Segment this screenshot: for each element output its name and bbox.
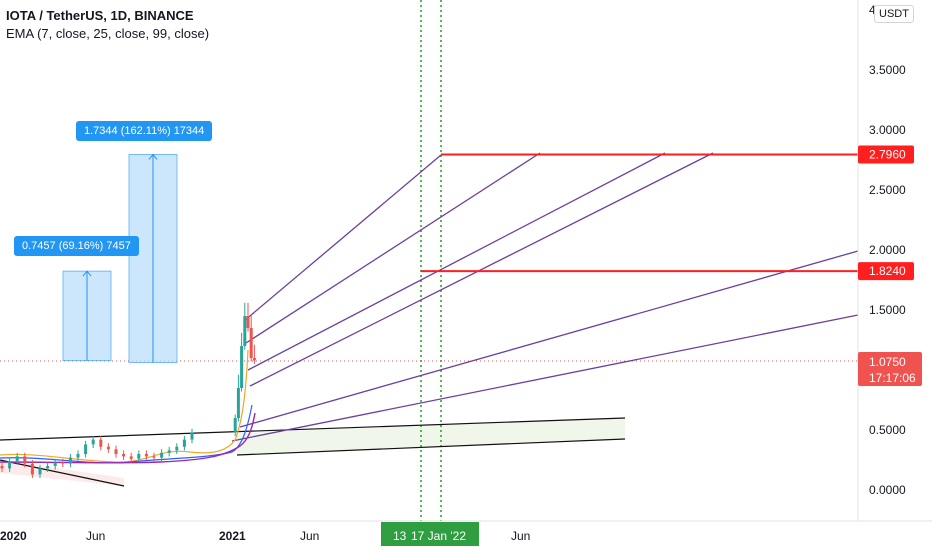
- measure-label-2: 1.7344 (162.11%) 17344: [76, 121, 213, 141]
- candle-body[interactable]: [91, 439, 95, 445]
- price-tag-high: 2.7960: [869, 147, 906, 161]
- date-highlight-fragment: 13: [393, 529, 407, 543]
- price-tick-label: 2.5000: [869, 183, 906, 197]
- candle-body[interactable]: [175, 446, 179, 451]
- time-tick-label: Jun: [300, 529, 319, 543]
- countdown-label: 17:17:06: [869, 371, 916, 385]
- candle-body[interactable]: [252, 358, 256, 361]
- candle-body[interactable]: [249, 328, 253, 358]
- candle-body[interactable]: [53, 462, 57, 466]
- price-tag-mid-bg: [858, 262, 914, 281]
- time-tick-label: 2020: [0, 529, 27, 543]
- candle-body[interactable]: [23, 456, 27, 464]
- trendline-down[interactable]: [0, 459, 125, 487]
- current-price-label: 1.0750: [869, 355, 906, 369]
- ema-99-line: [0, 412, 256, 464]
- candle-body[interactable]: [167, 450, 171, 453]
- candle-body[interactable]: [240, 346, 244, 388]
- candle-body[interactable]: [236, 388, 240, 418]
- candle-body[interactable]: [144, 454, 148, 457]
- candle-body[interactable]: [0, 466, 4, 469]
- fan-line-5[interactable]: [239, 250, 859, 428]
- candle-body[interactable]: [114, 449, 118, 454]
- fan-line-3[interactable]: [247, 152, 666, 371]
- price-tick-label: 3.5000: [869, 63, 906, 77]
- fan-line-6[interactable]: [231, 314, 859, 442]
- candle-body[interactable]: [106, 446, 110, 450]
- price-tag-high-bg: [858, 145, 914, 164]
- time-tick-label: Jun: [86, 529, 105, 543]
- candle-body[interactable]: [15, 456, 19, 462]
- candle-body[interactable]: [30, 463, 34, 475]
- date-highlight-bg: [381, 522, 479, 546]
- price-tick-label: 2.0000: [869, 243, 906, 257]
- candle-body[interactable]: [129, 456, 133, 459]
- trendline-upper[interactable]: [0, 417, 626, 441]
- candle-body[interactable]: [182, 439, 186, 447]
- candle-body[interactable]: [76, 454, 80, 458]
- candle-body[interactable]: [122, 454, 126, 457]
- measure-arrowhead-1: [82, 270, 92, 277]
- measure-label-1: 0.7457 (69.16%) 7457: [14, 236, 139, 256]
- candle-body[interactable]: [190, 432, 194, 440]
- price-tick-label: 0.5000: [869, 423, 906, 437]
- candle-body[interactable]: [84, 444, 88, 454]
- channel-fill: [237, 418, 625, 455]
- price-tick-label: 1.5000: [869, 303, 906, 317]
- time-tick-label: Jun: [511, 529, 530, 543]
- ema-7-line: [0, 349, 249, 463]
- currency-button[interactable]: USDT: [874, 5, 914, 23]
- candle-body[interactable]: [243, 316, 247, 346]
- price-tick-label: 3.0000: [869, 123, 906, 137]
- date-highlight-label: 17 Jan '22: [411, 529, 466, 543]
- candle-body[interactable]: [137, 454, 141, 459]
- trendline-lower[interactable]: [236, 438, 626, 456]
- fan-line-4[interactable]: [249, 152, 714, 387]
- candle-body[interactable]: [38, 468, 42, 475]
- chart-title: IOTA / TetherUS, 1D, BINANCE: [6, 8, 194, 23]
- time-tick-label: 2021: [219, 529, 246, 543]
- price-tag-mid: 1.8240: [869, 264, 906, 278]
- fan-line-2[interactable]: [245, 152, 541, 344]
- candle-body[interactable]: [233, 418, 237, 433]
- candle-body[interactable]: [61, 462, 65, 464]
- fan-line-1[interactable]: [243, 154, 442, 322]
- indicator-legend[interactable]: EMA (7, close, 25, close, 99, close): [6, 26, 210, 41]
- price-tick-label: 0.0000: [869, 483, 906, 497]
- candle-body[interactable]: [46, 466, 50, 469]
- candle-body[interactable]: [68, 457, 72, 464]
- candle-body[interactable]: [152, 456, 156, 458]
- current-price-tag-bg: [858, 352, 922, 386]
- price-tick-label-top: 4: [869, 3, 876, 17]
- candle-body[interactable]: [246, 316, 250, 328]
- measure-arrowhead-2: [148, 153, 158, 160]
- candle-body[interactable]: [99, 439, 103, 447]
- candle-body[interactable]: [160, 452, 164, 458]
- candle-body[interactable]: [8, 461, 12, 469]
- ema-25-line: [0, 404, 253, 464]
